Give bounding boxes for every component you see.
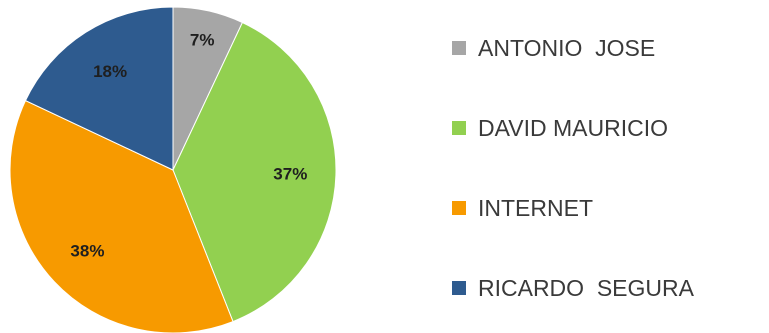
slice-value-label: 38% xyxy=(70,241,104,260)
legend-swatch xyxy=(452,121,466,135)
legend-label: INTERNET xyxy=(478,194,593,221)
legend-label: ANTONIO JOSE xyxy=(478,34,656,61)
legend-swatch xyxy=(452,41,466,55)
pie-slice-ricardo-segura xyxy=(24,6,174,171)
legend-label: RICARDO SEGURA xyxy=(478,274,694,301)
legend-item-antonio-jose: ANTONIO JOSE xyxy=(452,34,694,62)
slice-value-label: 18% xyxy=(93,62,127,81)
legend: ANTONIO JOSE DAVID MAURICIO INTERNET RIC… xyxy=(452,34,694,302)
slice-value-label: 7% xyxy=(190,31,215,50)
pie-slice-david-mauricio xyxy=(172,21,337,323)
legend-label: DAVID MAURICIO xyxy=(478,114,668,141)
legend-item-internet: INTERNET xyxy=(452,194,694,222)
pie-plot: 7% 37% 38% 18% xyxy=(9,6,337,333)
legend-swatch xyxy=(452,281,466,295)
legend-item-david-mauricio: DAVID MAURICIO xyxy=(452,114,694,142)
legend-swatch xyxy=(452,201,466,215)
slice-value-label: 37% xyxy=(273,165,307,184)
legend-item-ricardo-segura: RICARDO SEGURA xyxy=(452,274,694,302)
